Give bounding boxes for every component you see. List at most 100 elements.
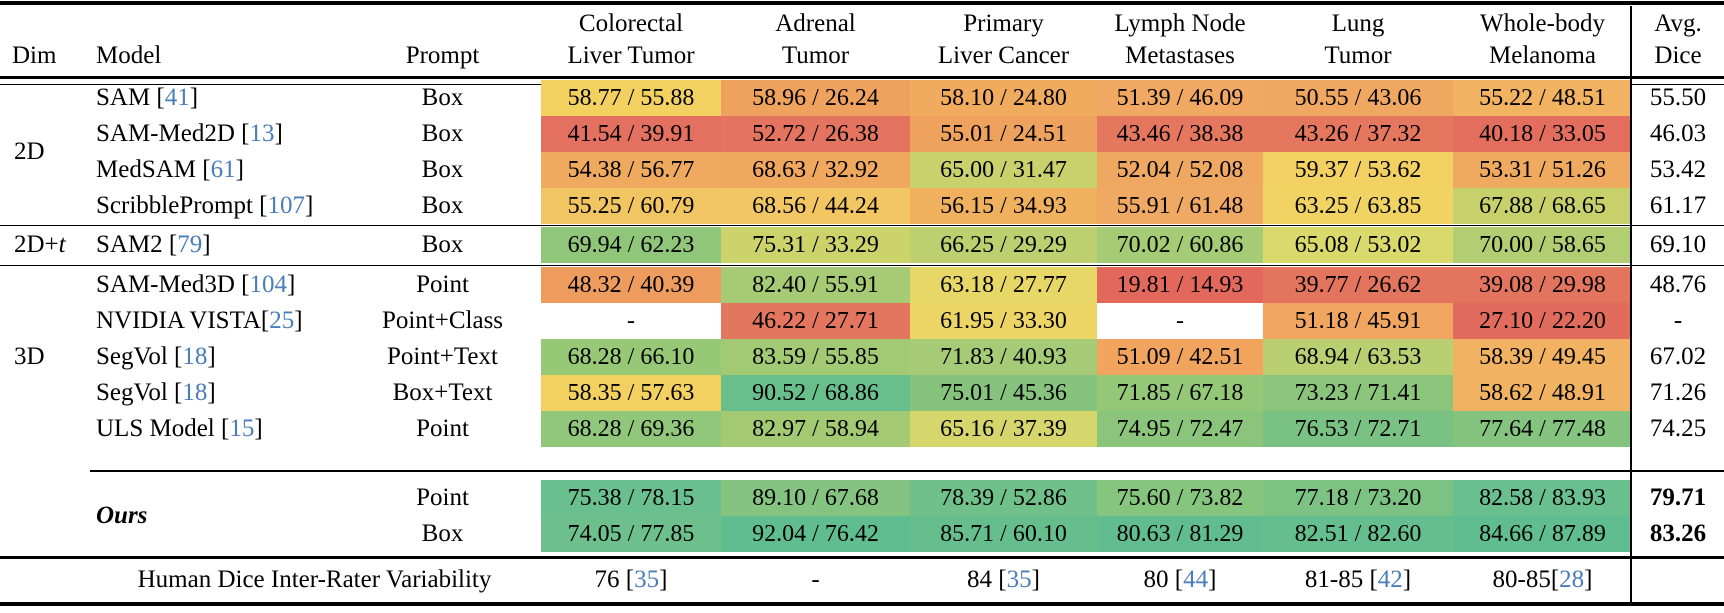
score-cell: 74.95 / 72.47 — [1097, 411, 1263, 447]
score-cell: 82.58 / 83.93 — [1453, 480, 1632, 516]
avg-dice-cell: 74.25 — [1649, 415, 1707, 442]
model-name-text: ] — [207, 343, 216, 370]
human-variability-avg-cell — [1632, 562, 1724, 598]
score-cell: 55.01 / 24.51 — [910, 116, 1097, 152]
model-name: SegVol [18] — [96, 339, 358, 375]
column-header: Lymph Node Metastases — [1097, 8, 1263, 72]
model-name: ULS Model [15] — [96, 411, 358, 447]
column-header: Primary Liver Cancer — [910, 8, 1097, 72]
citation-ref: 61 — [210, 156, 236, 183]
model-name-text: SegVol [ — [96, 379, 183, 406]
prompt-type: Point+Class — [381, 307, 504, 334]
prompt-type: Point+Text — [387, 343, 498, 370]
column-header-dim: Dim — [12, 42, 57, 69]
score-cell: 53.31 / 51.26 — [1453, 152, 1632, 188]
model-name-text: ] — [294, 307, 303, 334]
avg-dice-cell: 61.17 — [1649, 192, 1707, 219]
top-rule — [0, 1, 1724, 5]
ours-midrule — [90, 470, 1724, 472]
column-header-line2: Metastases — [1125, 42, 1235, 69]
dim-label: Ours — [96, 480, 216, 552]
score-cell: 84.66 / 87.89 — [1453, 516, 1632, 552]
section-rule-2dt — [0, 264, 1724, 266]
model-name-text: SAM-Med2D [ — [96, 120, 250, 147]
score-cell: 43.26 / 37.32 — [1263, 116, 1453, 152]
score-cell: 75.01 / 45.36 — [910, 375, 1097, 411]
score-cell: 59.37 / 53.62 — [1263, 152, 1453, 188]
dim-label-text: 2D — [14, 138, 45, 165]
human-variability-cell: 80-85[28] — [1453, 562, 1632, 598]
avg-dice-cell: 55.50 — [1649, 84, 1707, 111]
citation-ref: 18 — [182, 343, 208, 370]
score-cell: 43.46 / 38.38 — [1097, 116, 1263, 152]
column-header-avg-dice: Avg. Dice — [1632, 8, 1724, 72]
score-cell: 71.83 / 40.93 — [910, 339, 1097, 375]
human-variability-text: 76 [ — [594, 566, 635, 593]
score-cell: 75.31 / 33.29 — [721, 227, 910, 263]
model-name-text: ] — [207, 379, 216, 406]
result-row: SegVol [18] Point+Text 68.28 / 66.10 83.59 … — [0, 339, 1724, 375]
citation-ref: 42 — [1377, 566, 1403, 593]
section-rule-2d — [0, 224, 1724, 226]
score-cell: 67.88 / 68.65 — [1453, 188, 1632, 224]
score-cell: 70.00 / 58.65 — [1453, 227, 1632, 263]
human-variability-cell: 84 [35] — [910, 562, 1097, 598]
column-header-line2: Liver Tumor — [567, 42, 695, 69]
human-variability-cell: 80 [44] — [1097, 562, 1263, 598]
score-cell: 58.77 / 55.88 — [541, 80, 721, 116]
model-name-text: ] — [189, 84, 199, 111]
score-cell: 80.63 / 81.29 — [1097, 516, 1263, 552]
score-cell: 71.85 / 67.18 — [1097, 375, 1263, 411]
model-name: SegVol [18] — [96, 375, 358, 411]
score-cell: 39.77 / 26.62 — [1263, 267, 1453, 303]
result-row: SAM [41] Box 58.77 / 55.88 58.96 / 26.24 58.… — [0, 80, 1724, 116]
citation-ref: 18 — [182, 379, 208, 406]
human-rule — [0, 556, 1724, 559]
prompt-type: Point — [416, 271, 469, 298]
model-name: MedSAM [61] — [96, 152, 358, 188]
avg-header-line2: Dice — [1654, 42, 1702, 69]
model-name-text: ] — [235, 156, 244, 183]
score-cell: 75.60 / 73.82 — [1097, 480, 1263, 516]
score-cell: 46.22 / 27.71 — [721, 303, 910, 339]
prompt-type: Box — [421, 84, 464, 111]
result-row: SAM-Med2D [13] Box 41.54 / 39.91 52.72 / 26… — [0, 116, 1724, 152]
score-cell: 61.95 / 33.30 — [910, 303, 1097, 339]
score-cell: 27.10 / 22.20 — [1453, 303, 1632, 339]
bottom-rule — [0, 602, 1724, 606]
model-name-text: MedSAM [ — [96, 156, 211, 183]
score-cell: 40.18 / 33.05 — [1453, 116, 1632, 152]
avg-dice-cell: 46.03 — [1649, 120, 1707, 147]
column-header-line2: Liver Cancer — [937, 42, 1070, 69]
prompt-type: Box — [421, 520, 464, 547]
human-variability-cell: 76 [35] — [541, 562, 721, 598]
score-cell: 69.94 / 62.23 — [541, 227, 721, 263]
column-header-line1: Adrenal — [775, 10, 856, 37]
score-cell: 51.39 / 46.09 — [1097, 80, 1263, 116]
human-variability-text: ] — [1402, 566, 1412, 593]
model-name: SAM [41] — [96, 80, 358, 116]
result-row: ULS Model [15] Point 68.28 / 69.36 82.97 / … — [0, 411, 1724, 447]
score-cell: 85.71 / 60.10 — [910, 516, 1097, 552]
citation-ref: 25 — [269, 307, 295, 334]
result-row: SegVol [18] Box+Text 58.35 / 57.63 90.52 / … — [0, 375, 1724, 411]
score-cell: 58.35 / 57.63 — [541, 375, 721, 411]
score-cell: 74.05 / 77.85 — [541, 516, 721, 552]
score-cell: 68.94 / 63.53 — [1263, 339, 1453, 375]
score-cell: 83.59 / 55.85 — [721, 339, 910, 375]
avg-header-line1: Avg. — [1654, 10, 1702, 37]
human-variability-text: ] — [1208, 566, 1217, 593]
model-name-text: ] — [305, 192, 314, 219]
column-header-line1: Whole-body — [1480, 10, 1605, 37]
column-header: Whole-body Melanoma — [1453, 8, 1632, 72]
model-name-text: SAM2 [ — [96, 231, 178, 258]
dim-label-text: t — [58, 231, 66, 258]
score-cell: 58.62 / 48.91 — [1453, 375, 1632, 411]
score-cell: - — [627, 307, 635, 334]
avg-dice-cell: 71.26 — [1649, 379, 1707, 406]
dim-label-text: 3D — [14, 343, 45, 370]
model-name-text: SAM-Med3D [ — [96, 271, 250, 298]
human-variability-text: ] — [1584, 566, 1593, 593]
prompt-type: Box — [421, 156, 464, 183]
